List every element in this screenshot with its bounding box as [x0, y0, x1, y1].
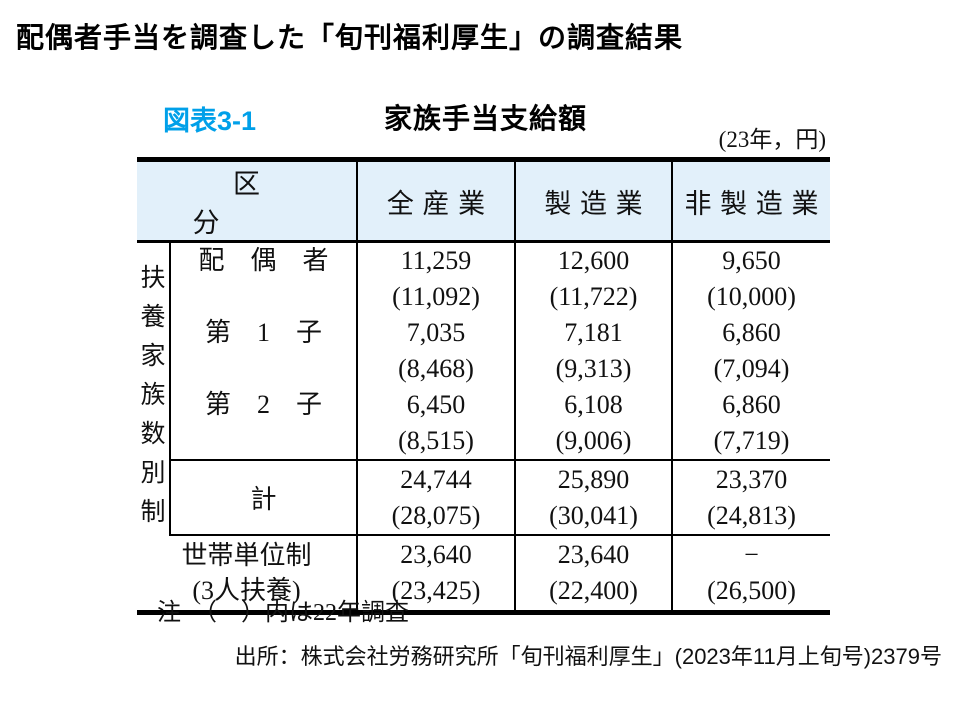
family-allowance-table: 区分 全産業 製造業 非製造業 扶養家族数別制 配 偶 者 第 1 子 第 2 … [137, 157, 830, 615]
dependents-labels-cell: 配 偶 者 第 1 子 第 2 子 [169, 241, 357, 461]
header-all-industries: 全産業 [356, 159, 515, 243]
header-non-manufacturing: 非製造業 [671, 159, 830, 243]
total-manufacturing: 25,890 (30,041) [514, 460, 672, 536]
dependents-row: 扶養家族数別制 配 偶 者 第 1 子 第 2 子 11,259 (11,092… [137, 241, 830, 526]
page-title: 配偶者手当を調査した「旬刊福利厚生」の調査結果 [16, 22, 684, 53]
source-citation: 出所：株式会社労務研究所「旬刊福利厚生」(2023年11月上旬号)2379号 [234, 644, 942, 669]
total-all-industries: 24,744 (28,075) [356, 460, 515, 536]
household-all-industries: 23,640 (23,425) [356, 535, 515, 612]
figure-number-label: 図表3-1 [163, 106, 257, 136]
dependents-non-manufacturing: 9,650 (10,000) 6,860 (7,094) 6,860 (7,71… [671, 241, 830, 461]
household-label: 世帯単位制 (3人扶養) [181, 540, 312, 605]
figure-title: 家族手当支給額 [384, 103, 588, 134]
household-non-manufacturing: − (26,500) [671, 535, 830, 612]
household-manufacturing: 23,640 (22,400) [514, 535, 672, 612]
header-category: 区分 [137, 159, 357, 243]
unit-note: (23年，円) [718, 127, 826, 152]
table-header-row: 区分 全産業 製造業 非製造業 [137, 159, 830, 243]
total-row: 計 24,744 (28,075) 25,890 (30,041) 23,370… [137, 460, 830, 536]
total-non-manufacturing: 23,370 (24,813) [671, 460, 830, 536]
group-label-vertical: 扶養家族数別制 [140, 265, 166, 526]
total-label: 計 [169, 460, 357, 536]
dependents-all-industries: 11,259 (11,092) 7,035 (8,468) 6,450 (8,5… [356, 241, 515, 461]
household-row: 世帯単位制 (3人扶養) 23,640 (23,425) 23,640 (22,… [137, 535, 830, 612]
header-manufacturing: 製造業 [514, 159, 672, 243]
dependents-manufacturing: 12,600 (11,722) 7,181 (9,313) 6,108 (9,0… [514, 241, 672, 461]
dependents-labels: 配 偶 者 第 1 子 第 2 子 [198, 246, 329, 419]
footnote: 注 （ ）内は22年調査 [157, 600, 409, 626]
